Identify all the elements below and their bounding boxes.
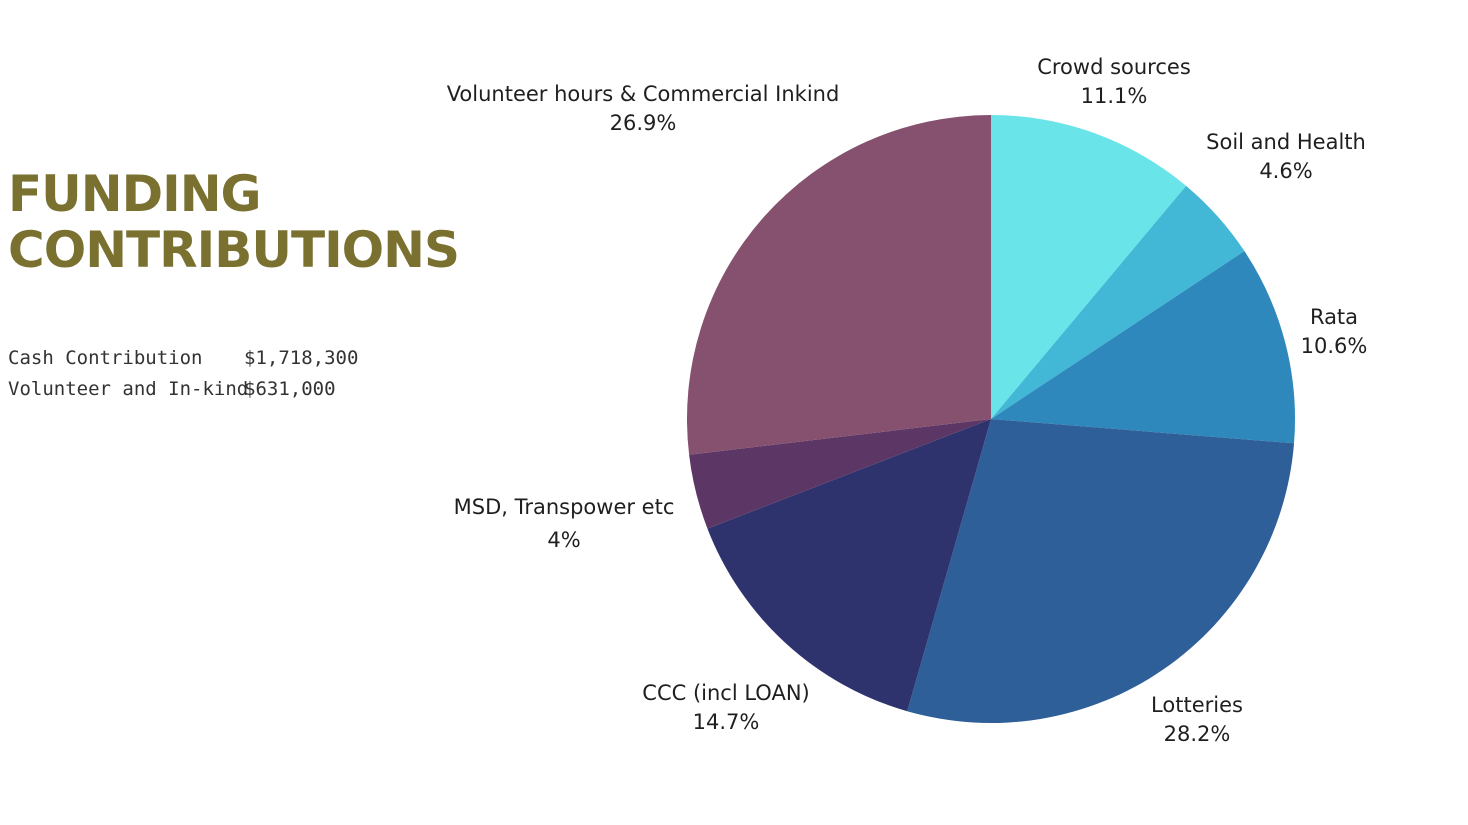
- slice-name-label: CCC (incl LOAN): [642, 681, 809, 705]
- pie-slice: [689, 419, 991, 529]
- page-title: FUNDING CONTRIBUTIONS: [8, 165, 460, 279]
- slice-name-label: Crowd sources: [1037, 55, 1191, 79]
- summary-row-cash: Cash Contribution $1,718,300: [8, 342, 358, 373]
- slice-value-label: 28.2%: [1164, 722, 1231, 746]
- pie-slice: [991, 185, 1245, 419]
- pie-slice: [991, 251, 1296, 444]
- title-line-2: CONTRIBUTIONS: [8, 221, 460, 279]
- slice-value-label: 10.6%: [1301, 334, 1368, 358]
- slice-name-label: Soil and Health: [1206, 130, 1366, 154]
- title-line-1: FUNDING: [8, 165, 262, 223]
- slice-value-label: 4%: [547, 528, 580, 552]
- slice-name-label: MSD, Transpower etc: [454, 495, 675, 519]
- slice-name-label: Volunteer hours & Commercial Inkind: [447, 82, 840, 106]
- pie-slice: [991, 115, 1187, 419]
- slice-value-label: 4.6%: [1259, 159, 1312, 183]
- slice-name-label: Lotteries: [1151, 693, 1243, 717]
- contribution-summary: Cash Contribution $1,718,300 Volunteer a…: [8, 342, 358, 404]
- slice-value-label: 26.9%: [610, 111, 677, 135]
- summary-value: $631,000: [244, 377, 336, 400]
- pie-slice: [907, 419, 1295, 724]
- summary-value: $1,718,300: [244, 346, 359, 369]
- slice-value-label: 11.1%: [1081, 84, 1148, 108]
- summary-label: Cash Contribution: [8, 346, 203, 369]
- pie-slice: [707, 419, 991, 712]
- summary-row-volunteer: Volunteer and In-kind $631,000: [8, 373, 358, 404]
- summary-label: Volunteer and In-kind: [8, 377, 249, 400]
- pie-slice: [686, 115, 991, 455]
- slice-value-label: 14.7%: [693, 710, 760, 734]
- slice-name-label: Rata: [1310, 305, 1358, 329]
